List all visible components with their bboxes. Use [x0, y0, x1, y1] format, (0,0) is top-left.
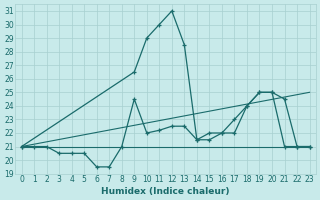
X-axis label: Humidex (Indice chaleur): Humidex (Indice chaleur): [101, 187, 230, 196]
